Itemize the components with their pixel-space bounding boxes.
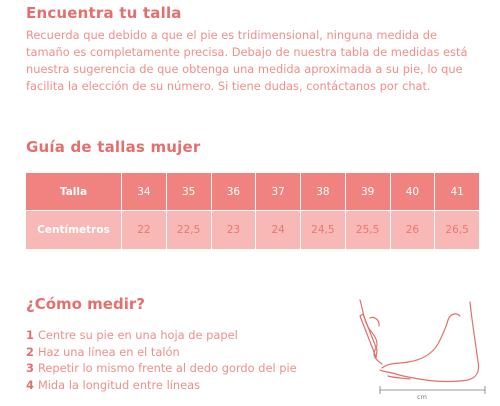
list-item: 2 Haz una línea en el talón [26, 344, 297, 361]
size-cell: 40 [389, 172, 436, 211]
size-cell: 38 [300, 172, 346, 211]
step-number: 4 [26, 377, 34, 392]
size-cell: 37 [255, 172, 301, 211]
table-row-sizes: Talla 34 35 36 37 38 39 40 41 [25, 172, 480, 211]
intro-text: Recuerda que debido a que el pie es trid… [26, 28, 468, 93]
step-number: 2 [26, 344, 34, 359]
list-item: 1 Centre su pie en una hoja de papel [26, 327, 297, 344]
table-row-centimeters: Centímetros 22 22,5 23 24 24,5 25,5 26 2… [25, 210, 480, 250]
step-number: 1 [26, 328, 34, 342]
step-text: Repetir lo mismo frente al dedo gordo de… [37, 361, 297, 375]
size-cell: 36 [210, 172, 257, 211]
size-guide-title: Guía de tallas mujer [26, 138, 201, 156]
measure-steps-list: 1 Centre su pie en una hoja de papel 2 Haz… [26, 327, 297, 393]
cm-cell: 26 [389, 210, 436, 250]
cm-cell: 24 [255, 210, 301, 250]
cm-cell: 26,5 [434, 210, 480, 250]
size-table: Talla 34 35 36 37 38 39 40 41 Centímetro… [25, 172, 480, 250]
size-cell: 35 [165, 172, 212, 211]
step-number: 3 [26, 361, 34, 375]
page-title: Encuentra tu talla [26, 4, 182, 22]
step-text: Mida la longitud entre líneas [37, 377, 201, 392]
size-cell: 41 [434, 172, 480, 211]
how-to-measure-title: ¿Cómo medir? [26, 295, 145, 313]
cm-cell: 22,5 [165, 210, 212, 250]
cm-row-header: Centímetros [25, 210, 122, 250]
cm-cell: 23 [210, 210, 257, 250]
list-item: 4 Mida la longitud entre líneas [26, 377, 297, 394]
size-cell: 34 [121, 172, 167, 211]
list-item: 3 Repetir lo mismo frente al dedo gordo d… [26, 360, 297, 377]
cm-cell: 24,5 [300, 210, 346, 250]
cm-cell: 25,5 [344, 210, 391, 250]
step-text: Centre su pie en una hoja de papel [37, 328, 238, 342]
step-text: Haz una línea en el talón [37, 344, 180, 359]
size-cell: 39 [344, 172, 391, 211]
unit-label: cm [417, 393, 427, 401]
foot-measurement-icon [359, 299, 486, 394]
cm-cell: 22 [121, 210, 167, 250]
size-row-header: Talla [25, 172, 122, 211]
